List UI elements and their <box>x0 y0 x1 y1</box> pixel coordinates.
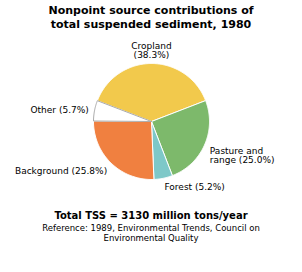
html-text:Reference: 1989, Environmental: Reference: 1989, Environmental Trends, C… <box>42 222 260 243</box>
html-text:Total TSS = 3130 million tons/: Total TSS = 3130 million tons/year <box>54 209 248 221</box>
svg-text:Forest (5.2%): Forest (5.2%) <box>165 182 225 192</box>
svg-text:Cropland(38.3%): Cropland(38.3%) <box>131 40 171 59</box>
svg-text:Background (25.8%): Background (25.8%) <box>15 165 107 175</box>
html-text:Nonpoint source contributions: Nonpoint source contributions of total s… <box>48 4 254 31</box>
svg-text:Other (5.7%): Other (5.7%) <box>31 104 89 114</box>
svg-text:Pasture andrange (25.0%): Pasture andrange (25.0%) <box>210 145 275 164</box>
